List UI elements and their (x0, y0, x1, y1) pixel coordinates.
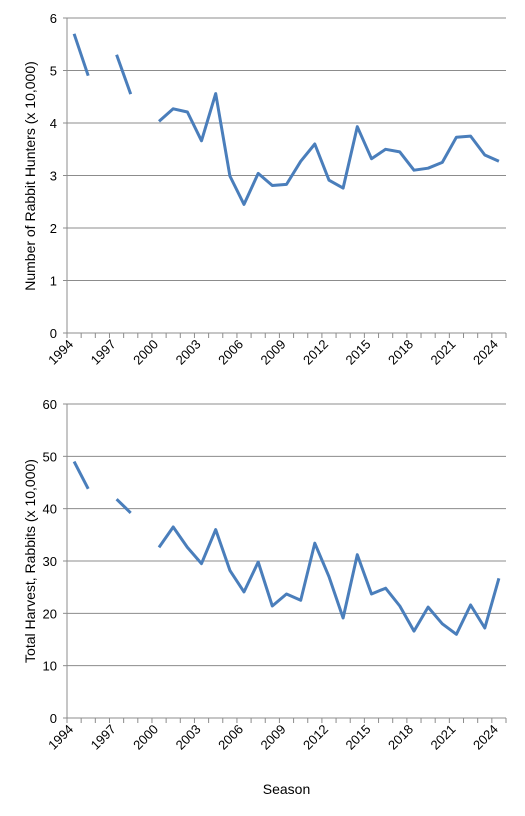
hunters-ytick-label: 6 (50, 11, 57, 26)
hunters-xtick-label: 2021 (427, 337, 458, 368)
hunters-series-line (158, 92, 500, 206)
harvest-series-line (115, 498, 132, 514)
harvest-xtick-label: 1994 (45, 722, 76, 753)
hunters-xtick-label: 2024 (470, 337, 501, 368)
harvest-series-line (157, 525, 501, 636)
harvest-chart: 0 10 20 30 40 50 60 1994 1997 2000 2003 2006 2009 201… (22, 397, 507, 797)
hunters-ytick-label: 3 (50, 169, 57, 184)
hunters-ytick-label: 0 (50, 326, 57, 341)
hunters-xtick-label: 2009 (258, 337, 289, 368)
harvest-xtick-label: 2024 (470, 722, 501, 753)
harvest-ytick-label: 0 (50, 711, 57, 726)
harvest-ytick-label: 40 (43, 502, 57, 517)
hunters-ytick-label: 5 (50, 64, 57, 79)
harvest-xtick-label: 2012 (300, 722, 331, 753)
hunters-xtick-label: 1997 (88, 337, 119, 368)
hunters-series-line (115, 54, 133, 95)
harvest-ytick-label: 20 (43, 606, 57, 621)
harvest-y-axis-label: Total Harvest, Rabbits (x 10,000) (22, 459, 38, 663)
harvest-x-axis-label: Season (263, 781, 310, 797)
harvest-xtick-label: 2021 (427, 722, 458, 753)
hunters-xtick-label: 2018 (385, 337, 416, 368)
harvest-ytick-label: 30 (43, 554, 57, 569)
hunters-xtick-label: 2015 (343, 337, 374, 368)
harvest-ytick-label: 10 (43, 659, 57, 674)
hunters-xtick-label: 2003 (173, 337, 204, 368)
harvest-xtick-label: 2018 (385, 722, 416, 753)
hunters-ytick-label: 4 (50, 116, 57, 131)
harvest-xtick-label: 2009 (258, 722, 289, 753)
hunters-xtick-label: 1994 (45, 337, 76, 368)
harvest-xtick-label: 2000 (130, 722, 161, 753)
hunters-ytick-label: 1 (50, 274, 57, 289)
harvest-ytick-label: 50 (43, 449, 57, 464)
hunters-y-axis-label: Number of Rabbit Hunters (x 10,000) (22, 61, 38, 291)
hunters-chart: 0 1 2 3 4 5 6 1994 1997 2000 2003 2006 2009 2012 2015 2… (22, 11, 507, 368)
hunters-xtick-label: 2006 (215, 337, 246, 368)
hunters-xtick-label: 2012 (300, 337, 331, 368)
hunters-ytick-label: 2 (50, 221, 57, 236)
harvest-xtick-label: 2006 (215, 722, 246, 753)
harvest-series-line (72, 460, 90, 490)
harvest-ytick-label: 60 (43, 397, 57, 412)
harvest-xtick-label: 1997 (88, 722, 119, 753)
harvest-xtick-label: 2015 (343, 722, 374, 753)
harvest-xtick-label: 2003 (173, 722, 204, 753)
hunters-xtick-label: 2000 (130, 337, 161, 368)
hunters-series-line (72, 33, 90, 77)
